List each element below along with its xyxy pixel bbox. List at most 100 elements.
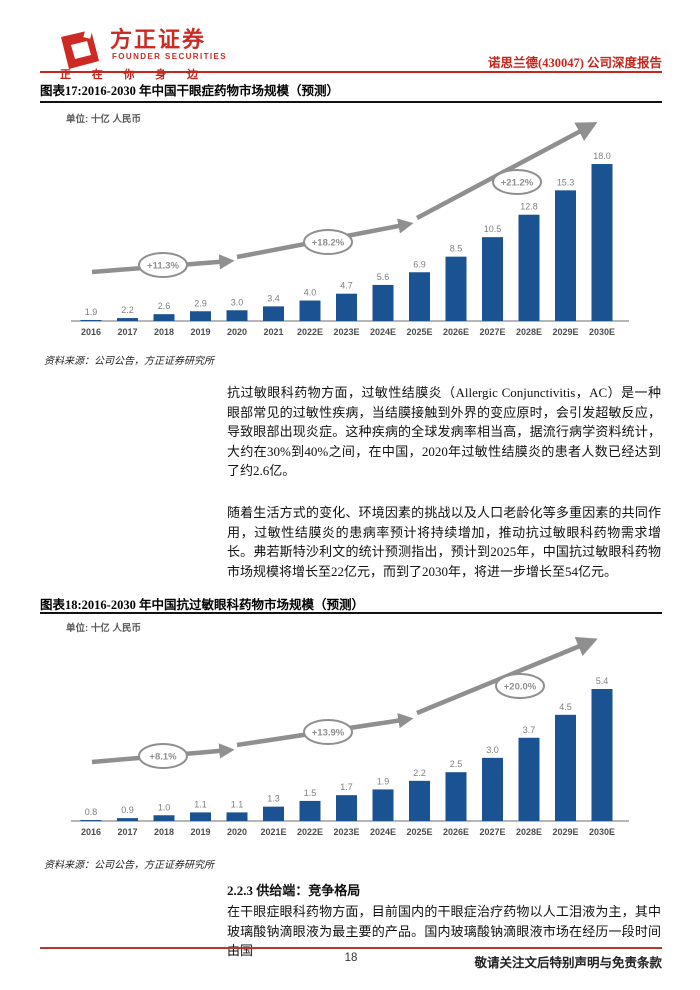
- x-tick-label: 2016: [81, 327, 101, 337]
- footer-notice: 敬请关注文后特别声明与免责条款: [474, 956, 662, 970]
- growth-label: +18.2%: [312, 238, 345, 249]
- figure17-title-rule: [40, 101, 662, 103]
- bar-2021: [263, 306, 284, 321]
- bar-2028E: [518, 737, 540, 821]
- bar-2030E: [591, 688, 613, 821]
- bar-value-label: 18.0: [593, 151, 611, 161]
- growth-label: +13.9%: [312, 728, 345, 739]
- bar-value-label: 0.8: [85, 807, 98, 817]
- bar-value-label: 0.9: [121, 805, 134, 815]
- footer-rule: [40, 947, 662, 949]
- brand-name-en: FOUNDER SECURITIES: [112, 52, 227, 61]
- x-tick-label: 2026E: [443, 327, 469, 337]
- growth-ellipse: [492, 169, 542, 195]
- bar-value-label: 3.0: [486, 745, 499, 755]
- bar-2027E: [482, 237, 503, 321]
- x-tick-label: 2022E: [297, 827, 323, 837]
- bar-value-label: 3.7: [523, 725, 536, 735]
- x-tick-label: 2017: [117, 327, 137, 337]
- x-tick-label: 2022E: [297, 327, 323, 337]
- growth-label: +11.3%: [147, 261, 180, 272]
- bar-2029E: [555, 714, 576, 821]
- growth-label: +8.1%: [149, 752, 177, 763]
- x-tick-label: 2023E: [333, 327, 359, 337]
- page-number: 18: [344, 952, 358, 964]
- chart-unit-label: 单位: 十亿 人民币: [66, 113, 141, 125]
- figure17-source: 资料来源：公司公告，方正证券研究所: [44, 356, 214, 367]
- x-tick-label: 2020: [227, 327, 247, 337]
- x-tick-label: 2017: [117, 827, 137, 837]
- x-tick-label: 2029E: [552, 827, 578, 837]
- bar-value-label: 10.5: [484, 224, 502, 234]
- figure17-title: 图表17:2016-2030 年中国干眼症药物市场规模（预测）: [40, 84, 339, 98]
- bar-value-label: 8.5: [450, 244, 463, 254]
- x-tick-label: 2026E: [443, 827, 469, 837]
- figure18-source: 资料来源：公司公告，方正证券研究所: [44, 860, 214, 871]
- paragraph-allergic-conjunctivitis: 抗过敏眼科药物方面，过敏性结膜炎（Allergic Conjunctivitis…: [227, 385, 661, 478]
- bar-2025E: [409, 780, 430, 821]
- bar-2017: [117, 818, 138, 821]
- bar-value-label: 1.3: [267, 794, 280, 804]
- bar-2027E: [482, 757, 503, 821]
- bar-value-label: 1.9: [377, 776, 390, 786]
- x-tick-label: 2029E: [552, 327, 578, 337]
- bar-2019: [190, 311, 211, 321]
- report-tag: 诺思兰德(430047) 公司深度报告: [488, 56, 662, 70]
- figure17-chart: 单位: 十亿 人民币 1.9 2016 2.2 2017 2.6 2018 2.9 2019 3.…: [40, 105, 660, 347]
- growth-label: +21.2%: [501, 178, 534, 189]
- bar-value-label: 1.1: [194, 799, 207, 809]
- bar-2026E: [445, 772, 467, 821]
- bar-value-label: 2.2: [121, 305, 134, 315]
- bar-value-label: 2.6: [158, 301, 171, 311]
- x-tick-label: 2030E: [589, 327, 615, 337]
- growth-label: +20.0%: [504, 682, 537, 693]
- bar-value-label: 4.7: [340, 281, 353, 291]
- x-tick-label: 2019: [190, 327, 210, 337]
- growth-ellipse: [303, 719, 353, 745]
- bar-2018: [153, 314, 175, 321]
- bar-value-label: 1.9: [85, 307, 98, 317]
- x-tick-label: 2018: [154, 827, 174, 837]
- x-tick-label: 2030E: [589, 827, 615, 837]
- bar-value-label: 4.0: [304, 288, 317, 298]
- growth-ellipse: [495, 673, 545, 699]
- x-tick-label: 2021E: [260, 827, 286, 837]
- bar-value-label: 1.1: [231, 799, 244, 809]
- bar-2029E: [555, 190, 576, 321]
- x-tick-label: 2025E: [406, 327, 432, 337]
- growth-ellipse: [138, 252, 188, 278]
- x-tick-label: 2021: [263, 327, 283, 337]
- bar-2018: [153, 815, 175, 821]
- x-tick-label: 2024E: [370, 827, 396, 837]
- paragraph-market-forecast: 随着生活方式的变化、环境因素的挑战以及人口老龄化等多重因素的共同作用，过敏性结膜…: [227, 505, 661, 579]
- bar-value-label: 1.7: [340, 782, 353, 792]
- bar-value-label: 3.4: [267, 293, 280, 303]
- bar-2019: [190, 812, 211, 821]
- bar-value-label: 6.9: [413, 259, 426, 269]
- x-tick-label: 2016: [81, 827, 101, 837]
- x-tick-label: 2028E: [516, 827, 542, 837]
- x-tick-label: 2027E: [479, 327, 505, 337]
- x-tick-label: 2018: [154, 327, 174, 337]
- bar-value-label: 5.4: [596, 676, 609, 686]
- bar-2022E: [299, 300, 321, 321]
- section-heading: 2.2.3 供给端：竞争格局: [227, 883, 361, 898]
- bar-2016: [80, 820, 102, 821]
- bar-2023E: [336, 293, 357, 321]
- x-tick-label: 2027E: [479, 827, 505, 837]
- brand-name-cn: 方正证券: [110, 27, 207, 52]
- bar-2017: [117, 318, 138, 321]
- bar-2022E: [299, 800, 321, 821]
- bar-value-label: 5.6: [377, 272, 390, 282]
- x-tick-label: 2024E: [370, 327, 396, 337]
- bar-2020: [226, 310, 248, 321]
- chart-unit-label: 单位: 十亿 人民币: [66, 622, 141, 634]
- bar-value-label: 15.3: [557, 177, 575, 187]
- x-tick-label: 2019: [190, 827, 210, 837]
- bar-2023E: [336, 795, 357, 821]
- figure18-title-rule: [40, 612, 662, 614]
- header-rule: [40, 71, 662, 73]
- bar-value-label: 12.8: [520, 202, 538, 212]
- x-tick-label: 2023E: [333, 827, 359, 837]
